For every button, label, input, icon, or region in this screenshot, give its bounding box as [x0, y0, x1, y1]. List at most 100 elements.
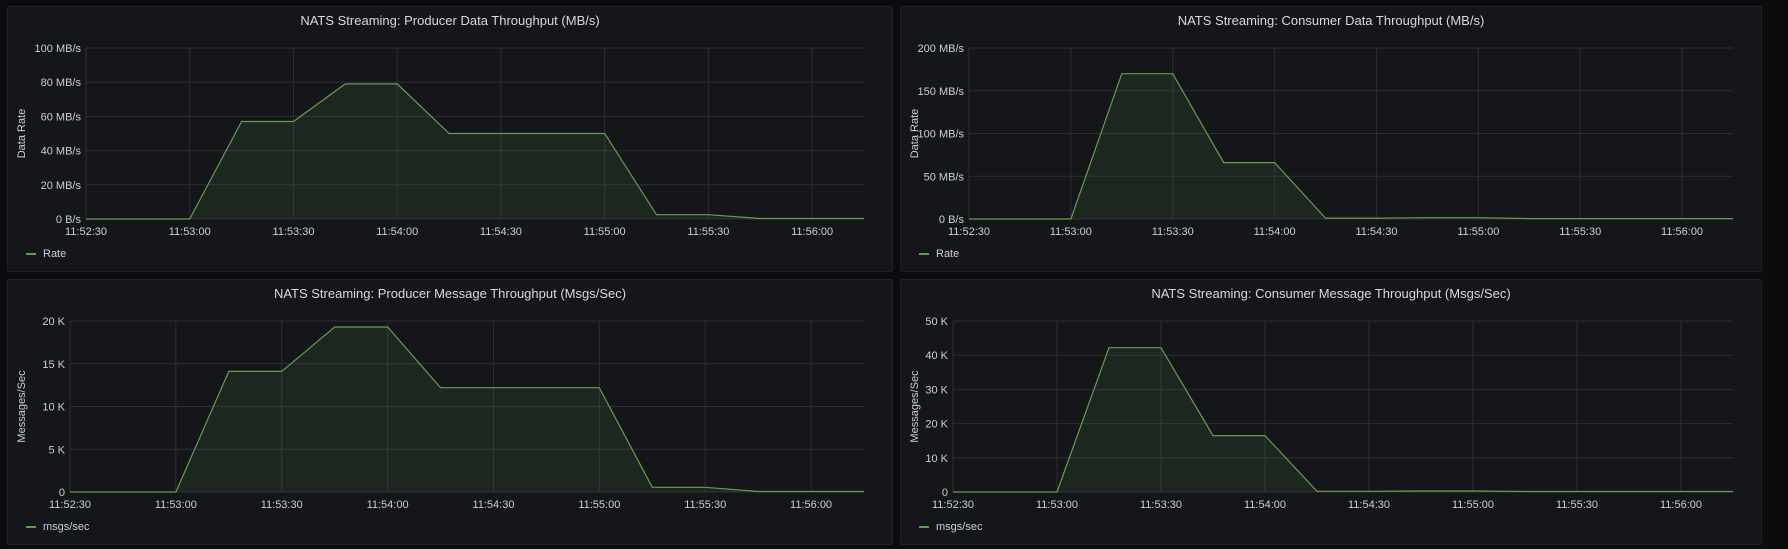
data-point[interactable]	[654, 212, 660, 218]
data-point[interactable]	[290, 119, 296, 125]
data-point[interactable]	[1170, 71, 1176, 77]
x-tick-label: 11:54:00	[1254, 226, 1296, 238]
data-point[interactable]	[543, 385, 549, 391]
data-point[interactable]	[1730, 216, 1736, 222]
legend[interactable]: msgs/sec	[919, 521, 982, 533]
data-point[interactable]	[1068, 216, 1074, 222]
data-point[interactable]	[1119, 71, 1125, 77]
data-point[interactable]	[550, 131, 556, 137]
x-tick-label: 11:54:00	[367, 499, 409, 511]
series-line[interactable]	[969, 73, 1733, 220]
data-point[interactable]	[1323, 215, 1329, 221]
data-point[interactable]	[332, 324, 338, 330]
data-point[interactable]	[67, 489, 73, 495]
data-point[interactable]	[1522, 488, 1528, 494]
data-point[interactable]	[446, 131, 452, 137]
producer-message-throughput-panel[interactable]: 0 5 K 10 K 15 K 20 K 11:52:30 11:53:00 11:53:30…	[7, 279, 893, 545]
legend-label[interactable]: Rate	[43, 248, 67, 260]
data-point[interactable]	[438, 385, 444, 391]
data-point[interactable]	[808, 488, 814, 494]
data-point[interactable]	[861, 215, 867, 221]
legend-label[interactable]: Rate	[936, 248, 960, 260]
data-point[interactable]	[83, 216, 89, 222]
panel-title[interactable]: NATS Streaming: Consumer Data Throughput…	[1177, 13, 1485, 28]
data-point[interactable]	[498, 131, 504, 137]
y-tick-label: 100 MB/s	[35, 43, 82, 55]
data-point[interactable]	[1470, 488, 1476, 494]
data-point[interactable]	[755, 488, 761, 494]
x-tick-label: 11:54:30	[480, 226, 522, 238]
consumer-data-throughput-panel[interactable]: 0 B/s 50 MB/s 100 MB/s 150 MB/s 200 MB/s 11:5…	[900, 6, 1762, 272]
y-tick-label: 0	[942, 487, 948, 499]
data-point[interactable]	[1106, 345, 1112, 351]
data-point[interactable]	[966, 216, 972, 222]
producer-data-throughput-panel[interactable]: 0 B/s 20 MB/s 40 MB/s 60 MB/s 80 MB/s 100 MB/…	[7, 6, 893, 272]
data-point[interactable]	[809, 215, 815, 221]
series-line[interactable]	[70, 326, 864, 493]
y-tick-label: 10 K	[925, 453, 948, 465]
data-point[interactable]	[187, 216, 193, 222]
panel-title[interactable]: NATS Streaming: Producer Message Through…	[273, 286, 627, 301]
data-point[interactable]	[239, 119, 245, 125]
legend[interactable]: Rate	[919, 248, 959, 260]
data-point[interactable]	[1314, 488, 1320, 494]
data-point[interactable]	[1221, 160, 1227, 166]
series-line[interactable]	[953, 347, 1733, 493]
data-point[interactable]	[1678, 488, 1684, 494]
data-point[interactable]	[1262, 433, 1268, 439]
data-point[interactable]	[1424, 215, 1430, 221]
data-point[interactable]	[705, 212, 711, 218]
data-point[interactable]	[1210, 433, 1216, 439]
data-point[interactable]	[342, 81, 348, 87]
chart-plot[interactable]: 0 10 K 20 K 30 K 40 K 50 K 11:52:30 11:53:00 11:…	[901, 280, 1762, 545]
data-point[interactable]	[1679, 216, 1685, 222]
data-point[interactable]	[490, 385, 496, 391]
series-area	[953, 347, 1733, 492]
x-tick-label: 11:53:30	[1140, 499, 1182, 511]
legend[interactable]: Rate	[26, 248, 66, 260]
x-tick-label: 11:53:00	[155, 499, 197, 511]
data-point[interactable]	[1373, 215, 1379, 221]
data-point[interactable]	[1366, 488, 1372, 494]
data-point[interactable]	[1574, 488, 1580, 494]
y-tick-label: 200 MB/s	[918, 43, 965, 55]
data-point[interactable]	[1628, 216, 1634, 222]
data-point[interactable]	[861, 488, 867, 494]
data-point[interactable]	[1054, 489, 1060, 495]
data-point[interactable]	[394, 81, 400, 87]
data-point[interactable]	[757, 215, 763, 221]
data-point[interactable]	[1418, 488, 1424, 494]
data-point[interactable]	[173, 489, 179, 495]
data-point[interactable]	[950, 489, 956, 495]
data-point[interactable]	[602, 131, 608, 137]
y-tick-label: 5 K	[48, 444, 65, 456]
data-point[interactable]	[702, 484, 708, 490]
data-point[interactable]	[1475, 215, 1481, 221]
chart-plot[interactable]: 0 B/s 20 MB/s 40 MB/s 60 MB/s 80 MB/s 100 MB/…	[8, 7, 893, 272]
data-point[interactable]	[1526, 216, 1532, 222]
legend[interactable]: msgs/sec	[26, 521, 89, 533]
data-point[interactable]	[596, 385, 602, 391]
consumer-message-throughput-panel[interactable]: 0 10 K 20 K 30 K 40 K 50 K 11:52:30 11:53:00 11:…	[900, 279, 1762, 545]
series-area	[70, 327, 864, 492]
data-point[interactable]	[279, 368, 285, 374]
data-point[interactable]	[226, 368, 232, 374]
panel-title[interactable]: NATS Streaming: Producer Data Throughput…	[300, 13, 600, 28]
data-point[interactable]	[1158, 345, 1164, 351]
data-point[interactable]	[1626, 488, 1632, 494]
chart-plot[interactable]: 0 5 K 10 K 15 K 20 K 11:52:30 11:53:00 11:53:30…	[8, 280, 893, 545]
data-point[interactable]	[1272, 160, 1278, 166]
data-point[interactable]	[1730, 488, 1736, 494]
series-line[interactable]	[86, 83, 864, 220]
legend-label[interactable]: msgs/sec	[43, 521, 90, 533]
data-point[interactable]	[385, 324, 391, 330]
x-tick-label: 11:55:30	[1556, 499, 1598, 511]
x-tick-label: 11:54:00	[376, 226, 418, 238]
y-tick-label: 20 MB/s	[41, 180, 82, 192]
chart-plot[interactable]: 0 B/s 50 MB/s 100 MB/s 150 MB/s 200 MB/s 11:5…	[901, 7, 1762, 272]
panel-title[interactable]: NATS Streaming: Consumer Message Through…	[1151, 286, 1511, 301]
legend-label[interactable]: msgs/sec	[936, 521, 983, 533]
legend-swatch	[919, 526, 929, 528]
data-point[interactable]	[649, 484, 655, 490]
data-point[interactable]	[1577, 216, 1583, 222]
